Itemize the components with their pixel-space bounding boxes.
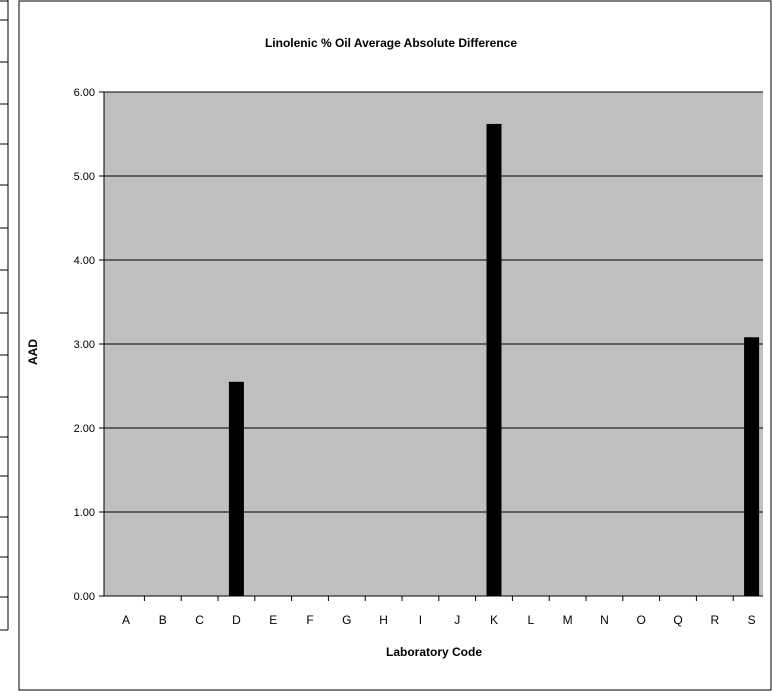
y-tick-label: 2.00 [74, 423, 95, 435]
bars [228, 123, 760, 597]
y-tick-labels: 0.00 1.00 2.00 3.00 4.00 5.00 6.00 [74, 87, 95, 603]
left-table-edge [0, 0, 9, 631]
x-tick-label: E [269, 613, 277, 627]
x-tick-label: C [195, 613, 204, 627]
y-tick-label: 5.00 [74, 171, 95, 183]
x-tick-label: H [379, 613, 388, 627]
y-tick-label: 6.00 [74, 87, 95, 99]
x-tick-label: G [342, 613, 351, 627]
gridlines [104, 91, 763, 513]
y-tick-label: 4.00 [74, 255, 95, 267]
bar-s [744, 337, 760, 596]
x-tick-label: O [637, 613, 646, 627]
y-axis-label: AAD [26, 339, 40, 365]
x-tick-label: N [600, 613, 609, 627]
x-tick-label: L [527, 613, 534, 627]
y-tick-label: 1.00 [74, 507, 95, 519]
x-tick-label: M [563, 613, 573, 627]
y-tick-label: 0.00 [74, 591, 95, 603]
bar-k [486, 123, 502, 597]
x-tick-label: B [159, 613, 167, 627]
x-tick-label: F [306, 613, 313, 627]
x-tick-label: Q [673, 613, 682, 627]
x-tick-label: D [232, 613, 241, 627]
x-tick-label: I [419, 613, 422, 627]
x-tick-label: S [748, 613, 756, 627]
axes [99, 91, 763, 601]
x-tick-label: A [122, 613, 130, 627]
y-tick-label: 3.00 [74, 339, 95, 351]
x-tick-label: J [454, 613, 460, 627]
bar-d [228, 381, 244, 596]
x-tick-label: K [490, 613, 498, 627]
chart-title: Linolenic % Oil Average Absolute Differe… [265, 36, 517, 50]
x-axis-label: Laboratory Code [386, 645, 482, 659]
x-tick-label: R [710, 613, 719, 627]
